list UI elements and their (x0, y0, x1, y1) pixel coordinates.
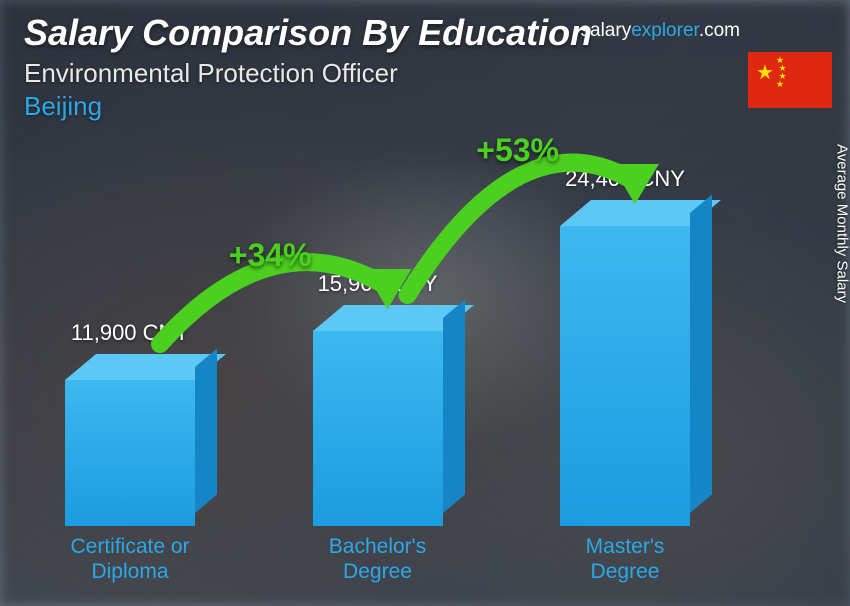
y-axis-label: Average Monthly Salary (834, 144, 850, 303)
brand-logo: salaryexplorer.com (581, 20, 740, 42)
brand-text-1: salary (581, 20, 632, 41)
chart-location: Beijing (24, 91, 826, 122)
flag-star-big: ★ (756, 60, 774, 85)
flag-stars-small: ★ ★ ★★ (776, 56, 787, 88)
brand-text-accent: explorer (631, 20, 699, 41)
chart-subtitle: Environmental Protection Officer (24, 58, 826, 89)
chart-area: 11,900 CNYCertificate orDiploma15,900 CN… (40, 140, 790, 586)
increase-arrow: +53% (40, 140, 790, 586)
country-flag-icon: ★ ★ ★ ★★ (748, 52, 832, 108)
brand-text-suffix: .com (699, 20, 740, 41)
percent-increase-label: +53% (476, 132, 559, 169)
